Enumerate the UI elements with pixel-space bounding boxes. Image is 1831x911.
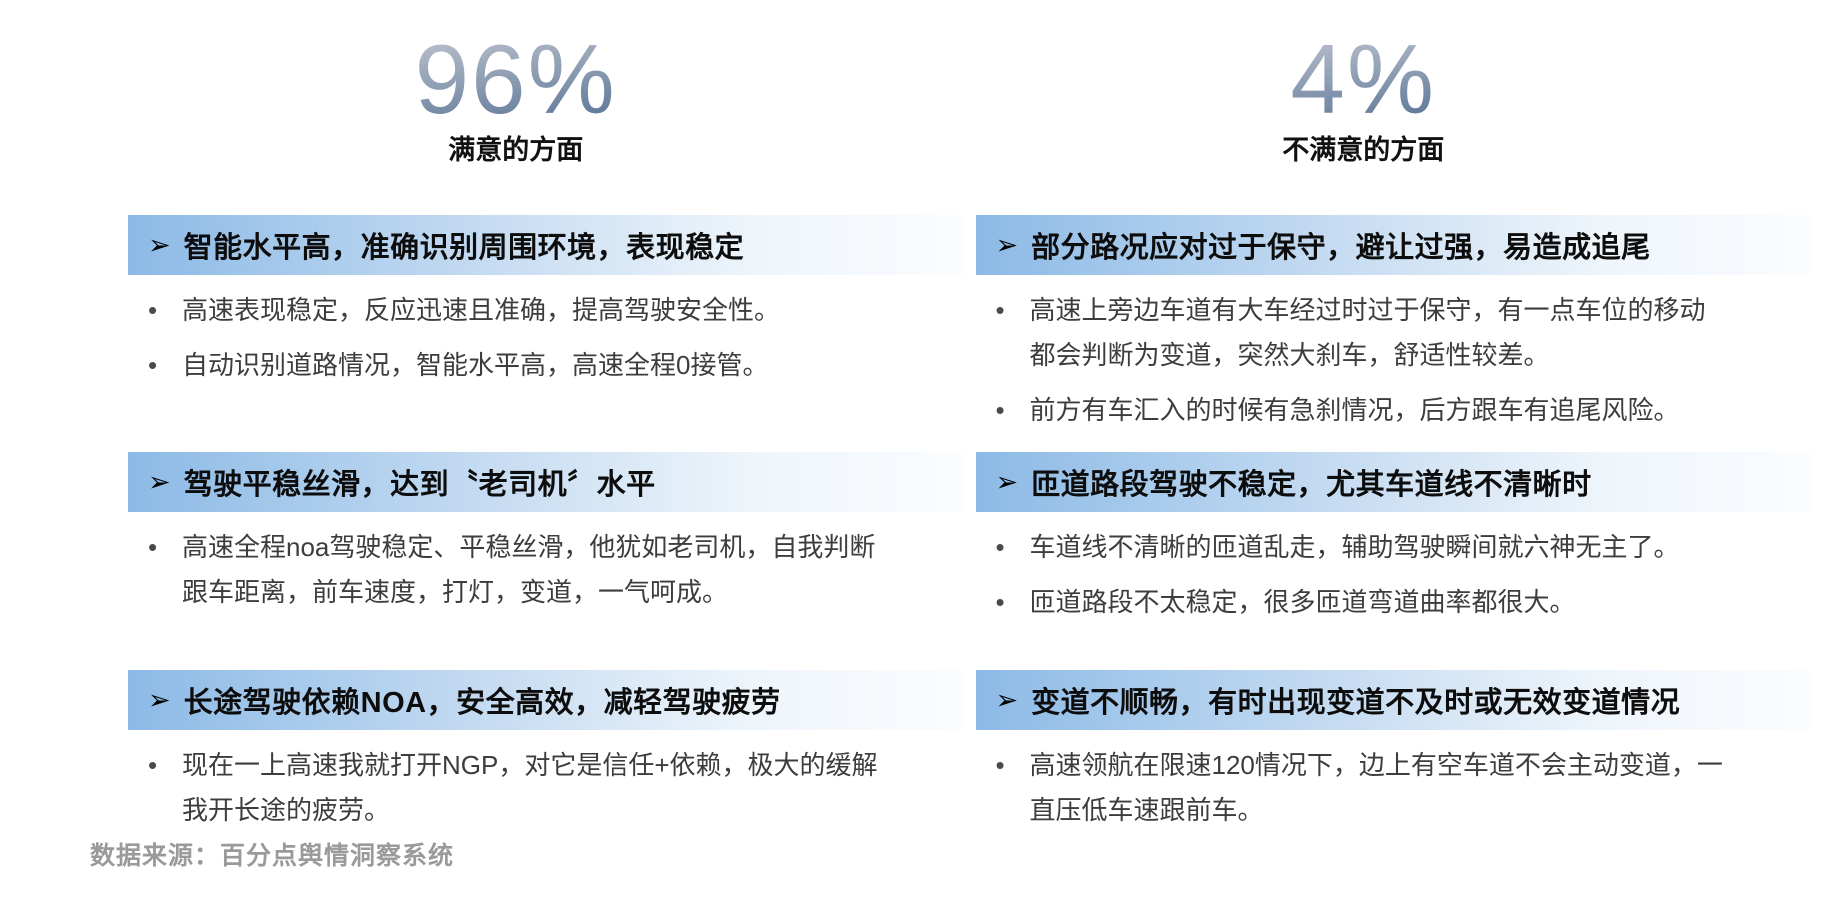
topic-block: ➢ 匝道路段驾驶不稳定，尤其车道线不清晰时 • 车道线不清晰的匝道乱走，辅助驾驶瞬间就… (975, 452, 1812, 670)
bullet-dot-icon: • (148, 532, 158, 562)
unsatisfied-percent: 4% (1290, 24, 1437, 134)
unsatisfied-topics: ➢ 部分路况应对过于保守，避让过强，易造成追尾 • 高速上旁边车道有大车经过时过于保守… (975, 215, 1812, 843)
quote-item: • 高速表现稳定，反应迅速且准确，提高驾驶安全性。 (128, 288, 964, 333)
bullet-dot-icon: • (148, 350, 158, 380)
arrow-right-icon: ➢ (148, 684, 171, 715)
data-source-note: 数据来源：百分点舆情洞察系统 (90, 842, 455, 870)
topic-title: 智能水平高，准确识别周围环境，表现稳定 (183, 232, 745, 264)
topic-header-band: ➢ 部分路况应对过于保守，避让过强，易造成追尾 (975, 215, 1811, 275)
unsatisfied-subtitle: 不满意的方面 (1282, 135, 1445, 165)
quote-list: • 高速全程noa驾驶稳定、平稳丝滑，他犹如老司机，自我判断跟车距离，前车速度，打… (128, 525, 964, 615)
topic-block: ➢ 部分路况应对过于保守，避让过强，易造成追尾 • 高速上旁边车道有大车经过时过于保守… (975, 215, 1812, 452)
quote-text: 匝道路段不太稳定，很多匝道弯道曲率都很大。 (1029, 587, 1576, 617)
topic-title: 长途驾驶依赖NOA，安全高效，减轻驾驶疲劳 (183, 687, 781, 719)
quote-item: • 高速上旁边车道有大车经过时过于保守，有一点车位的移动都会判断为变道，突然大刹车… (976, 288, 1812, 378)
arrow-right-icon: ➢ (995, 466, 1019, 497)
quote-text: 高速领航在限速120情况下，边上有空车道不会主动变道，一直压低车速跟前车。 (1029, 750, 1723, 825)
quote-text: 现在一上高速我就打开NGP，对它是信任+依赖，极大的缓解我开长途的疲劳。 (182, 750, 878, 825)
arrow-right-icon: ➢ (995, 684, 1019, 715)
quote-text: 车道线不清晰的匝道乱走，辅助驾驶瞬间就六神无主了。 (1029, 532, 1680, 562)
bullet-dot-icon: • (995, 587, 1005, 617)
topic-title: 部分路况应对过于保守，避让过强，易造成追尾 (1031, 232, 1651, 264)
satisfied-header: 96% 满意的方面 (98, 30, 934, 167)
topic-block: ➢ 智能水平高，准确识别周围环境，表现稳定 • 高速表现稳定，反应迅速且准确，提高驾驶… (128, 215, 964, 452)
quote-text: 自动识别道路情况，智能水平高，高速全程0接管。 (182, 350, 769, 380)
bullet-dot-icon: • (995, 395, 1005, 425)
quote-item: • 匝道路段不太稳定，很多匝道弯道曲率都很大。 (976, 580, 1812, 625)
bullet-dot-icon: • (148, 295, 158, 325)
quote-text: 高速全程noa驾驶稳定、平稳丝滑，他犹如老司机，自我判断跟车距离，前车速度，打灯… (182, 532, 876, 607)
column-unsatisfied: 4% 不满意的方面 ➢ 部分路况应对过于保守，避让过强，易造成追尾 • 高速上旁边车道… (975, 30, 1812, 843)
topic-header-band: ➢ 长途驾驶依赖NOA，安全高效，减轻驾驶疲劳 (128, 670, 964, 730)
two-column-layout: 96% 满意的方面 ➢ 智能水平高，准确识别周围环境，表现稳定 • 高速表现稳定，反应… (128, 30, 1812, 843)
bullet-dot-icon: • (995, 295, 1005, 325)
bullet-dot-icon: • (995, 750, 1005, 780)
bullet-dot-icon: • (148, 750, 158, 780)
topic-header-band: ➢ 变道不顺畅，有时出现变道不及时或无效变道情况 (975, 670, 1811, 730)
quote-item: • 现在一上高速我就打开NGP，对它是信任+依赖，极大的缓解我开长途的疲劳。 (128, 743, 964, 833)
topic-block: ➢ 长途驾驶依赖NOA，安全高效，减轻驾驶疲劳 • 现在一上高速我就打开NGP，对它是… (128, 670, 964, 833)
topic-title: 驾驶平稳丝滑，达到〝老司机〞水平 (183, 469, 656, 501)
quote-list: • 车道线不清晰的匝道乱走，辅助驾驶瞬间就六神无主了。 • 匝道路段不太稳定，很多匝道… (976, 525, 1812, 625)
satisfied-percent: 96% (414, 24, 617, 134)
quote-list: • 现在一上高速我就打开NGP，对它是信任+依赖，极大的缓解我开长途的疲劳。 (128, 743, 964, 833)
topic-header-band: ➢ 智能水平高，准确识别周围环境，表现稳定 (128, 215, 964, 275)
unsatisfied-header: 4% 不满意的方面 (946, 30, 1782, 167)
column-satisfied: 96% 满意的方面 ➢ 智能水平高，准确识别周围环境，表现稳定 • 高速表现稳定，反应… (128, 30, 964, 843)
arrow-right-icon: ➢ (995, 229, 1019, 260)
quote-item: • 前方有车汇入的时候有急刹情况，后方跟车有追尾风险。 (976, 388, 1812, 433)
topic-title: 匝道路段驾驶不稳定，尤其车道线不清晰时 (1031, 469, 1592, 501)
quote-text: 高速表现稳定，反应迅速且准确，提高驾驶安全性。 (182, 295, 781, 325)
topic-header-band: ➢ 匝道路段驾驶不稳定，尤其车道线不清晰时 (975, 452, 1811, 512)
satisfied-subtitle: 满意的方面 (448, 135, 584, 165)
topic-header-band: ➢ 驾驶平稳丝滑，达到〝老司机〞水平 (128, 452, 964, 512)
quote-list: • 高速表现稳定，反应迅速且准确，提高驾驶安全性。 • 自动识别道路情况，智能水平高，… (128, 288, 964, 388)
quote-item: • 自动识别道路情况，智能水平高，高速全程0接管。 (128, 343, 964, 388)
quote-list: • 高速上旁边车道有大车经过时过于保守，有一点车位的移动都会判断为变道，突然大刹车… (976, 288, 1812, 433)
satisfied-topics: ➢ 智能水平高，准确识别周围环境，表现稳定 • 高速表现稳定，反应迅速且准确，提高驾驶… (128, 215, 964, 843)
topic-block: ➢ 变道不顺畅，有时出现变道不及时或无效变道情况 • 高速领航在限速120情况下，边上… (975, 670, 1812, 833)
quote-text: 高速上旁边车道有大车经过时过于保守，有一点车位的移动都会判断为变道，突然大刹车，… (1029, 295, 1706, 370)
quote-item: • 车道线不清晰的匝道乱走，辅助驾驶瞬间就六神无主了。 (976, 525, 1812, 570)
quote-item: • 高速全程noa驾驶稳定、平稳丝滑，他犹如老司机，自我判断跟车距离，前车速度，打… (128, 525, 964, 615)
bullet-dot-icon: • (995, 532, 1005, 562)
quote-list: • 高速领航在限速120情况下，边上有空车道不会主动变道，一直压低车速跟前车。 (976, 743, 1812, 833)
topic-title: 变道不顺畅，有时出现变道不及时或无效变道情况 (1031, 687, 1681, 719)
quote-text: 前方有车汇入的时候有急刹情况，后方跟车有追尾风险。 (1029, 395, 1680, 425)
topic-block: ➢ 驾驶平稳丝滑，达到〝老司机〞水平 • 高速全程noa驾驶稳定、平稳丝滑，他犹如老司… (128, 452, 964, 670)
arrow-right-icon: ➢ (148, 466, 171, 497)
arrow-right-icon: ➢ (148, 229, 171, 260)
quote-item: • 高速领航在限速120情况下，边上有空车道不会主动变道，一直压低车速跟前车。 (976, 743, 1812, 833)
